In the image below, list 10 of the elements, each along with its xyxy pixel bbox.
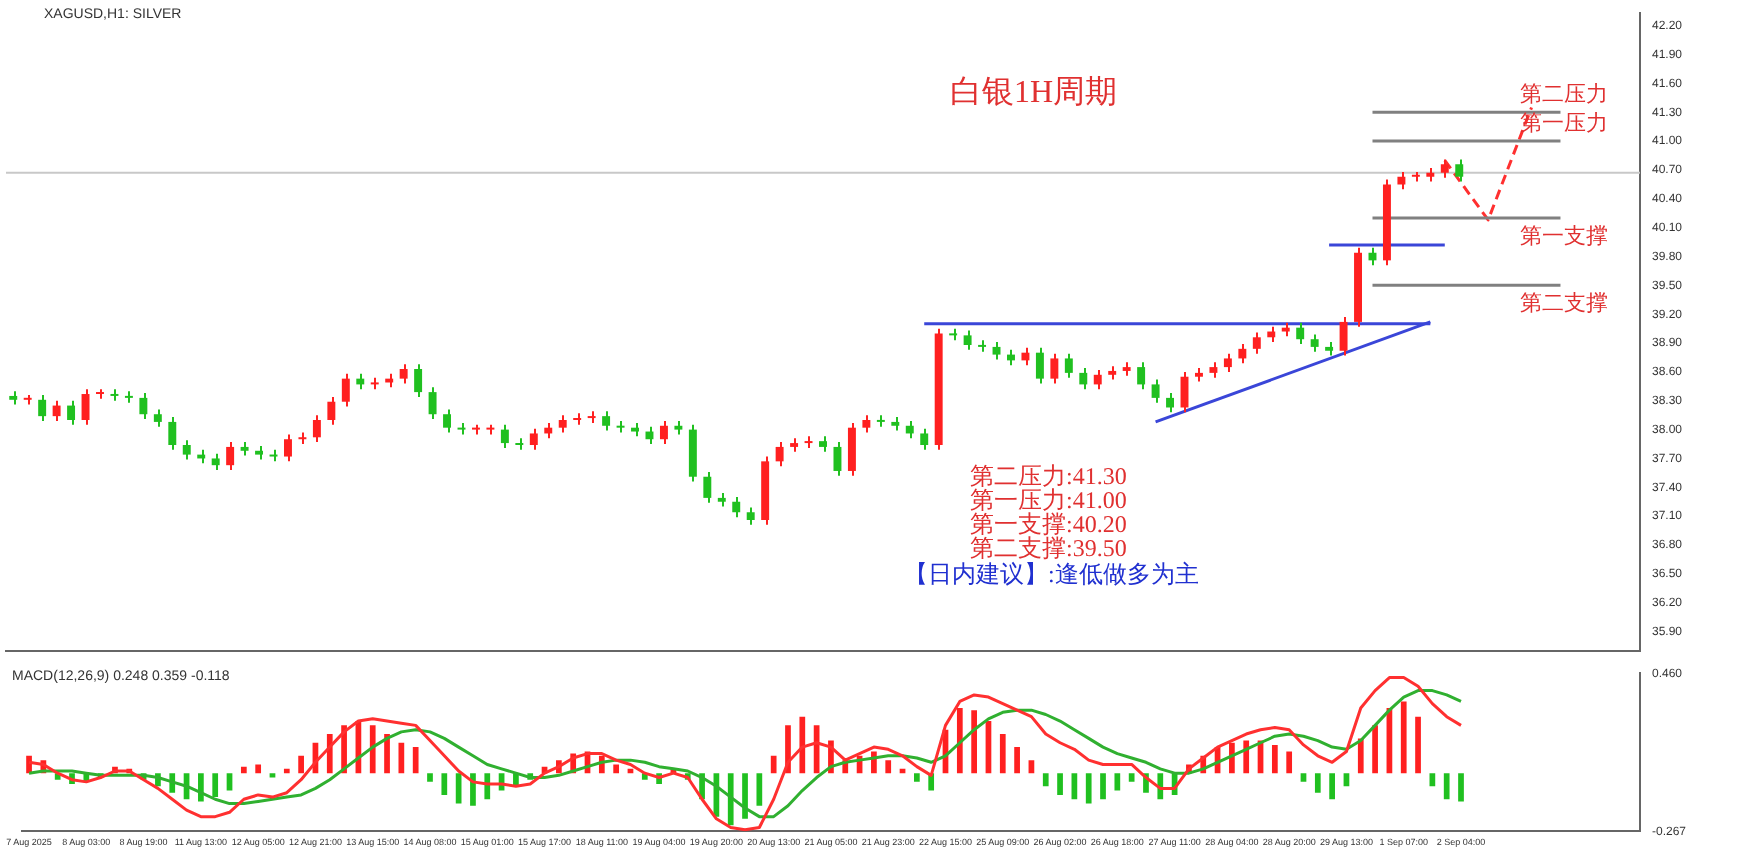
- annotation: 第二支撑:39.50: [970, 534, 1127, 562]
- series-label: 第一支撑: [1520, 222, 1609, 249]
- series-label: 第二支撑: [1520, 290, 1609, 317]
- series-label: 第二压力: [1520, 81, 1609, 108]
- annotation: 【日内建议】:逢低做多为主: [904, 560, 1199, 592]
- annotation: 第一支撑:40.20: [970, 510, 1127, 538]
- annotation: 第一压力:41.00: [970, 486, 1127, 514]
- annotation: 第二压力:41.30: [970, 460, 1127, 490]
- series-label: 第一压力: [1520, 109, 1609, 136]
- annotation: 白银1H周期: [950, 74, 1118, 114]
